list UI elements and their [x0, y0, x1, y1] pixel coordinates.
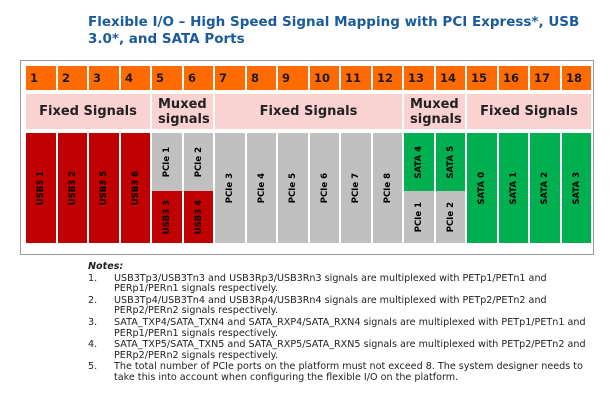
note-text: The total number of PCIe ports on the pl… [114, 361, 583, 383]
note-item: 3. SATA_TXP4/SATA_TXN4 and SATA_RXP4/SAT… [88, 316, 598, 339]
note-text: SATA_TXP5/SATA_TXN5 and SATA_RXP5/SATA_R… [114, 339, 586, 361]
port-label: SATA 5 [445, 145, 456, 179]
port-label: USB3 1 [36, 170, 46, 206]
lane-cell-8: PCIe 4 [247, 133, 276, 243]
fixed-signals-label: Fixed Signals [215, 94, 402, 129]
lane-number-13: 13 [404, 66, 434, 90]
lane-cell-12: PCIe 8 [373, 133, 402, 243]
lane-cell-14-top: SATA 5 [436, 133, 465, 191]
notes-section: Notes: 1. USB3Tp3/USB3Tn3 and USB3Rp3/US… [88, 261, 598, 385]
note-item: 1. USB3Tp3/USB3Tn3 and USB3Rp3/USB3Rn3 s… [88, 272, 598, 295]
fixed-signals-label: Fixed Signals [467, 94, 591, 129]
lane-cell-6-top: PCIe 2 [184, 133, 213, 191]
note-number: 4. [88, 339, 98, 351]
lane-number-3: 3 [89, 66, 119, 90]
muxed-signals-label: Muxed signals [404, 94, 465, 129]
port-label: SATA 1 [508, 171, 519, 205]
lane-number-15: 15 [467, 66, 497, 90]
port-label: USB3 3 [162, 199, 172, 235]
lane-cell-13-bottom: PCIe 1 [404, 191, 434, 243]
port-label: USB3 2 [67, 170, 78, 206]
lane-cell-7: PCIe 3 [215, 133, 245, 243]
notes-heading: Notes: [88, 261, 124, 272]
lane-cell-15: SATA 0 [467, 133, 497, 243]
port-label: USB3 5 [99, 170, 109, 206]
note-text: USB3Tp3/USB3Tn3 and USB3Rp3/USB3Rn3 sign… [114, 272, 547, 295]
lane-cell-4: USB3 6 [121, 133, 150, 243]
lane-cell-6-bottom: USB3 4 [184, 191, 213, 243]
note-number: 3. [88, 316, 98, 328]
note-number: 5. [88, 361, 98, 373]
lane-number-10: 10 [310, 66, 339, 90]
port-label: USB3 4 [193, 199, 204, 235]
lane-number-5: 5 [152, 66, 182, 90]
lane-number-7: 7 [215, 66, 245, 90]
port-label: PCIe 4 [256, 172, 267, 204]
lane-number-8: 8 [247, 66, 276, 90]
lane-number-17: 17 [530, 66, 560, 90]
port-label: SATA 0 [477, 171, 487, 205]
port-label: SATA 4 [414, 145, 424, 179]
port-label: USB3 6 [130, 170, 141, 206]
note-number: 2. [88, 294, 98, 306]
lane-cell-14-bottom: PCIe 2 [436, 191, 465, 243]
port-label: PCIe 3 [225, 172, 235, 204]
lane-cell-10: PCIe 6 [310, 133, 339, 243]
port-label: PCIe 5 [288, 172, 298, 204]
port-label: PCIe 8 [382, 172, 393, 204]
lane-cell-17: SATA 2 [530, 133, 560, 243]
fixed-signals-label: Fixed Signals [26, 94, 150, 129]
lane-number-16: 16 [499, 66, 528, 90]
lane-number-12: 12 [373, 66, 402, 90]
lane-number-9: 9 [278, 66, 308, 90]
note-item: 2. USB3Tp4/USB3Tn4 and USB3Rp4/USB3Rn4 s… [88, 294, 598, 317]
lane-cell-3: USB3 5 [89, 133, 119, 243]
lane-cell-5-top: PCIe 1 [152, 133, 182, 191]
note-item: 4. SATA_TXP5/SATA_TXN5 and SATA_RXP5/SAT… [88, 339, 598, 361]
lane-number-14: 14 [436, 66, 465, 90]
lane-number-6: 6 [184, 66, 213, 90]
lane-cell-9: PCIe 5 [278, 133, 308, 243]
lane-cell-16: SATA 1 [499, 133, 528, 243]
note-text: SATA_TXP4/SATA_TXN4 and SATA_RXP4/SATA_R… [114, 316, 586, 339]
note-text: USB3Tp4/USB3Tn4 and USB3Rp4/USB3Rn4 sign… [114, 294, 547, 317]
lane-number-1: 1 [26, 66, 56, 90]
lane-cell-2: USB3 2 [58, 133, 87, 243]
lane-cell-11: PCIe 7 [341, 133, 371, 243]
lane-cell-5-bottom: USB3 3 [152, 191, 182, 243]
port-label: PCIe 2 [193, 146, 204, 178]
note-number: 1. [88, 272, 98, 284]
lane-number-18: 18 [562, 66, 591, 90]
port-label: PCIe 2 [445, 201, 456, 233]
lane-number-11: 11 [341, 66, 371, 90]
lane-cell-13-top: SATA 4 [404, 133, 434, 191]
lane-number-4: 4 [121, 66, 150, 90]
port-label: PCIe 1 [414, 201, 424, 233]
diagram-title: Flexible I/O – High Speed Signal Mapping… [88, 14, 580, 47]
lane-number-2: 2 [58, 66, 87, 90]
port-label: SATA 3 [571, 171, 582, 205]
flexible-io-diagram: 1 2 3 4 5 6 7 8 9 10 11 12 13 14 15 16 17 18 Fixed Signals… [20, 60, 594, 255]
port-label: PCIe 1 [162, 146, 172, 178]
lane-cell-1: USB3 1 [26, 133, 56, 243]
port-label: PCIe 7 [351, 172, 361, 204]
note-item: 5. The total number of PCIe ports on the… [88, 362, 598, 383]
muxed-signals-label: Muxed signals [152, 94, 213, 129]
lane-cell-18: SATA 3 [562, 133, 591, 243]
port-label: SATA 2 [540, 171, 550, 205]
port-label: PCIe 6 [319, 172, 330, 204]
